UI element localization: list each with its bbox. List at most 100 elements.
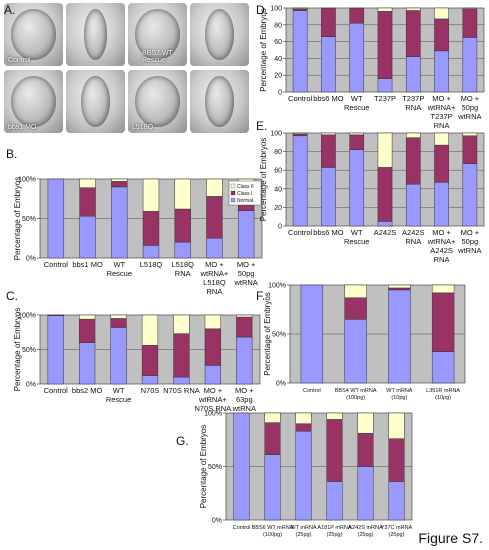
bar-segment	[349, 134, 365, 150]
y-axis-label: Percentage of Embryos	[13, 177, 22, 261]
category-label: Control	[233, 525, 251, 531]
bar-segment	[79, 314, 96, 320]
chart-panel: C. 0% 50% 100%Percentage of Embryos Control b…	[6, 289, 261, 413]
bar-segment	[321, 36, 336, 93]
bar-segment	[377, 221, 393, 227]
legend-label: Class II	[237, 184, 254, 190]
bar-segment	[204, 314, 221, 330]
bar-segment	[434, 144, 449, 183]
category-label: WT Rescue	[106, 386, 131, 404]
category-label: Control	[44, 386, 69, 395]
legend-swatch	[230, 183, 236, 189]
bar-segment	[110, 327, 127, 385]
bar-segment	[344, 284, 367, 298]
photo-caption: Control	[8, 57, 31, 64]
bar-segment	[79, 187, 96, 217]
category-label: Y37C mRNA (25pg)	[381, 525, 413, 538]
bar-segment	[206, 238, 223, 259]
category-label: N70S	[141, 386, 160, 395]
bar-segment	[357, 412, 374, 434]
y-axis-label: Percentage of Embryos	[259, 8, 268, 92]
y-tick-label: 40	[274, 186, 282, 193]
category-label: L518Q RNA	[171, 260, 194, 278]
y-tick-label: 50%	[208, 464, 222, 471]
figure-label: Figure S7.	[418, 530, 483, 546]
category-label: BBS4 WT mRNA (100pg)	[335, 388, 377, 401]
panel-letter: F.	[256, 289, 265, 303]
bar-segment	[204, 328, 221, 366]
chart-panel: G. 0% 50% 100% Percentage of Embryos Control B…	[176, 411, 413, 539]
bar-segment	[349, 22, 365, 93]
category-label: MO + wtRNA+ T237P RNA	[427, 94, 456, 130]
bar-segment	[79, 318, 96, 343]
bar-segment	[292, 7, 308, 10]
y-tick-label: 50%	[22, 216, 36, 223]
bar-segment	[357, 466, 374, 521]
category-label: A242S RNA	[402, 228, 425, 246]
chart-panel: B. 0% 50% 100%Percentage of Embryos Control b…	[6, 147, 263, 296]
panel-letter: C.	[6, 289, 18, 303]
bar-segment	[264, 454, 281, 521]
y-tick-label: 60	[274, 168, 282, 175]
bar-segment	[434, 182, 449, 227]
bar-segment	[326, 419, 343, 482]
bar-segment	[237, 210, 255, 259]
y-tick-label: 100%	[18, 177, 36, 184]
bar-segment	[462, 135, 478, 164]
bar-segment	[388, 287, 411, 291]
bar-segment	[206, 196, 223, 239]
bar-segment	[405, 137, 421, 185]
photo-caption: BBS7 WT Rescue	[142, 50, 173, 64]
y-tick-label: 100%	[268, 283, 286, 290]
legend-swatch	[230, 190, 236, 196]
category-label: Control	[288, 94, 313, 103]
bar-segment	[47, 315, 64, 385]
category-label: MO +63pg wtRNA	[232, 386, 256, 413]
bar-segment	[349, 7, 365, 24]
category-label: bbs6 MO	[313, 228, 344, 237]
bar-segment	[47, 314, 64, 316]
panel-letter: G.	[176, 434, 189, 448]
bar-segment	[236, 314, 253, 318]
category-label: A242S mRNA (25pg)	[348, 525, 383, 538]
embryo-photo-bbs7-rescue-dorsal	[190, 3, 249, 66]
bar-segment	[321, 132, 336, 136]
bar-segment	[377, 167, 393, 222]
bar-segment	[141, 314, 159, 346]
bar-segment	[292, 10, 308, 93]
bar-segment	[292, 8, 308, 11]
bar-segment	[405, 183, 421, 227]
bar-segment	[326, 412, 343, 420]
bar-segment	[405, 10, 421, 57]
category-label: WT mRNA (25pg)	[290, 525, 317, 538]
bar-segment	[326, 481, 343, 521]
y-tick-label: 0	[278, 224, 282, 231]
y-tick-label: 0%	[212, 518, 222, 525]
bar-segment	[462, 163, 478, 227]
bar-segment	[377, 11, 393, 79]
bar-segment	[388, 412, 405, 439]
chart-panel: F. 0% 50% 100% Percentage of Embryos Control B…	[256, 283, 466, 401]
bar-segment	[431, 351, 455, 384]
bar-segment	[388, 438, 405, 482]
category-label: MO + wtRNA+ L518Q RNA	[200, 260, 229, 296]
bar-segment	[377, 132, 393, 168]
bar-segment	[292, 132, 308, 135]
y-tick-label: 0%	[276, 381, 286, 388]
bar-segment	[405, 132, 421, 138]
bar-segment	[110, 314, 127, 319]
embryo-photo-control: Control	[4, 3, 63, 66]
bar-segment	[173, 376, 190, 385]
embryo-photo-bbs1-mo-dorsal	[66, 70, 125, 133]
bar-segment	[321, 167, 336, 227]
bar-segment	[405, 7, 421, 11]
bar-segment	[349, 132, 365, 136]
bar-segment	[47, 178, 65, 259]
bar-segment	[295, 412, 312, 424]
bar-segment	[173, 333, 190, 378]
bar-segment	[142, 211, 160, 246]
bar-segment	[204, 365, 221, 385]
y-tick-label: 20	[274, 73, 282, 80]
bar-segment	[174, 208, 191, 243]
